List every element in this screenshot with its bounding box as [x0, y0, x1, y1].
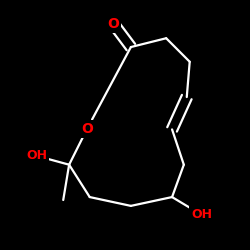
Text: O: O — [81, 122, 93, 136]
Text: OH: OH — [191, 208, 212, 221]
Text: OH: OH — [26, 150, 47, 162]
Text: O: O — [107, 16, 119, 30]
